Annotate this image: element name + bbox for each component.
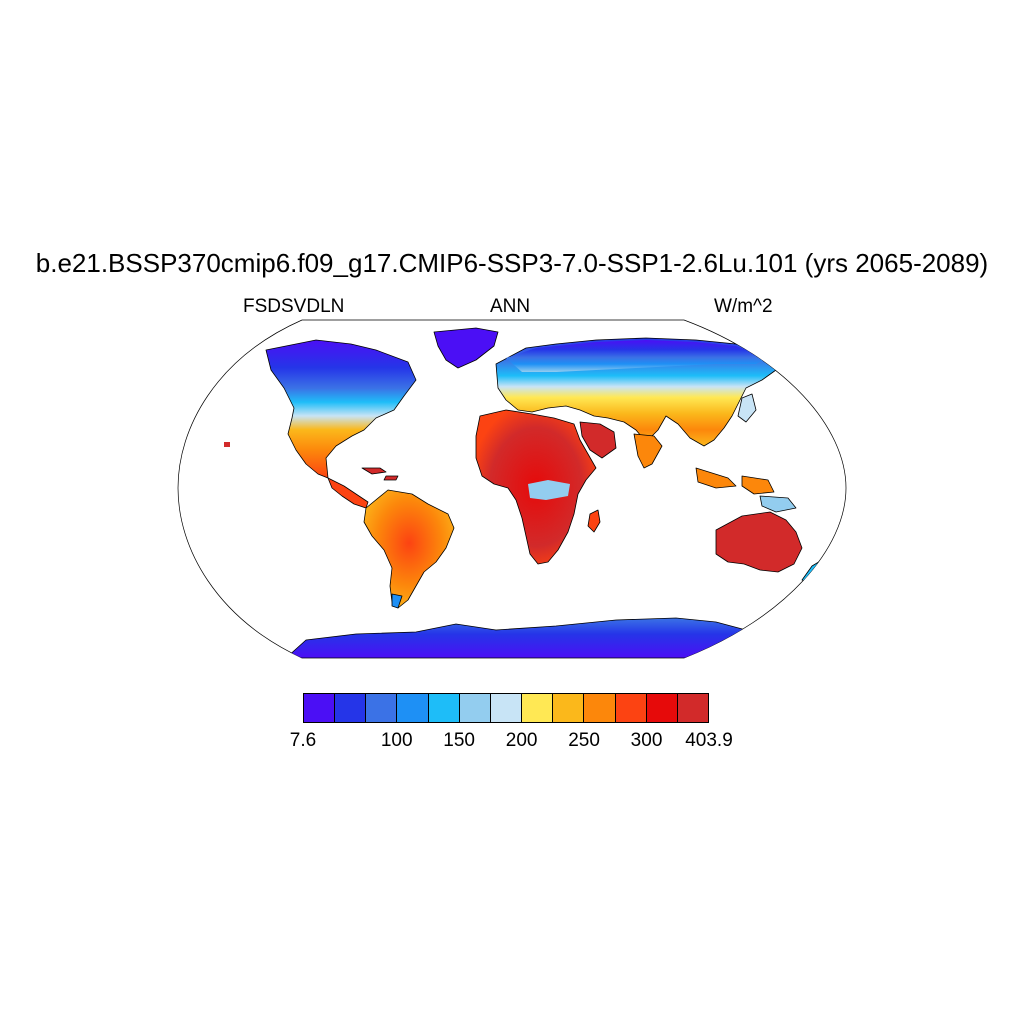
colorbar-swatch [646,694,678,722]
world-map [177,319,847,659]
colorbar-tick-label: 150 [443,730,475,751]
colorbar-swatch [304,694,336,722]
colorbar-swatch [397,694,429,722]
colorbar-swatch [553,694,585,722]
colorbar-swatch [584,694,616,722]
season-label: ANN [490,296,531,317]
hawaii-island [224,442,230,447]
plot-title: b.e21.BSSP370cmip6.f09_g17.CMIP6-SSP3-7.… [35,248,989,278]
colorbar-tick-label: 250 [568,730,600,751]
madagascar [587,509,601,533]
colorbar-swatch [428,694,460,722]
colorbar-tick-label: 100 [380,730,413,751]
colorbar [303,693,709,723]
colorbar-swatch [522,694,554,722]
colorbar-swatch [677,694,709,722]
units-label: W/m^2 [714,296,773,317]
colorbar-tick-label: 200 [505,730,538,751]
colorbar-tick-label: 403.9 [685,730,733,751]
colorbar-swatch [335,694,367,722]
patagonia-tip [391,593,403,609]
southeast-asia-islands [695,467,775,495]
colorbar-labels: 7.6 100 150 200 250 300 403.9 [290,730,733,754]
arctic-landmass [506,340,768,372]
japan-islands [737,393,757,423]
colorbar-swatch [459,694,491,722]
colorbar-tick-label: 7.6 [289,730,317,751]
australia-landmass [715,511,803,573]
new-guinea [759,495,797,513]
colorbar-tick-label: 300 [630,730,663,751]
variable-label: FSDSVDLN [243,296,345,317]
south-america-landmass [363,489,455,609]
north-america-landmass [265,339,417,479]
colorbar-swatch [615,694,647,722]
arabian-peninsula [579,421,617,459]
colorbar-swatch [490,694,523,722]
africa-equatorial-band [528,480,570,500]
colorbar-swatch [366,694,398,722]
india-landmass [633,433,663,469]
greenland-landmass [433,327,499,369]
caribbean-islands [361,467,399,481]
